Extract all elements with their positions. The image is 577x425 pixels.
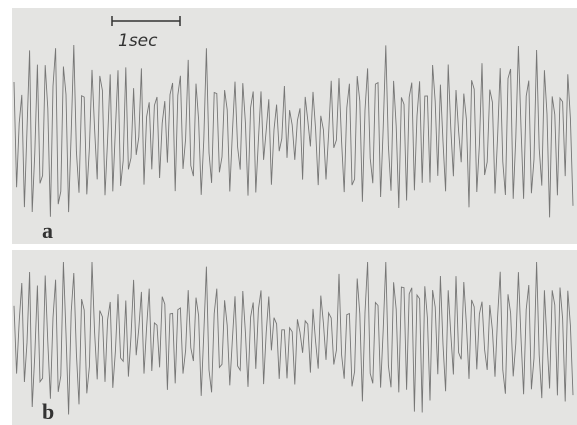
panel-label: a (42, 218, 53, 243)
panel-label: b (42, 399, 54, 424)
panel-b-background (12, 250, 577, 425)
scale-bar-label: 1sec (118, 31, 158, 51)
panel-a-background (12, 8, 577, 244)
page: 1sec a b (() => { const data = JSON.pars… (0, 0, 577, 425)
figure: 1sec a b (0, 0, 577, 425)
